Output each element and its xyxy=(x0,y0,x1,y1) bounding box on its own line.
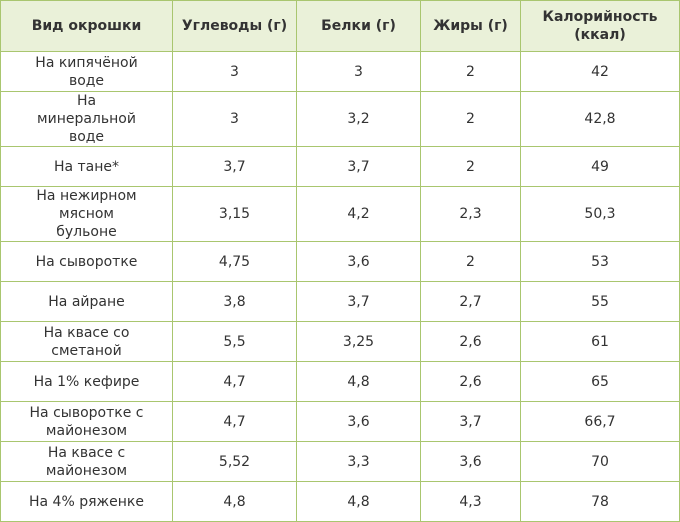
table-row: На тане* 3,7 3,7 2 49 xyxy=(0,146,680,187)
cell: 3,7 xyxy=(172,146,297,187)
cell: 61 xyxy=(520,321,680,362)
row-label: На тане* xyxy=(0,146,173,187)
row-label: На квасе со сметаной xyxy=(0,321,173,362)
cell: 4,3 xyxy=(420,481,521,522)
cell: 2,7 xyxy=(420,281,521,322)
table-row: На минеральной воде 3 3,2 2 42,8 xyxy=(0,91,680,147)
cell: 3,15 xyxy=(172,186,297,242)
cell: 3,6 xyxy=(296,241,421,282)
row-label: На сыворотке с майонезом xyxy=(0,401,173,442)
cell: 3,7 xyxy=(420,401,521,442)
cell: 3,25 xyxy=(296,321,421,362)
cell: 66,7 xyxy=(520,401,680,442)
table-row: На сыворотке с майонезом 4,7 3,6 3,7 66,7 xyxy=(0,401,680,442)
table-row: На 4% ряженке 4,8 4,8 4,3 78 xyxy=(0,481,680,522)
table-row: На квасе с майонезом 5,52 3,3 3,6 70 xyxy=(0,441,680,482)
table-body: На кипячёной воде 3 3 2 42 На минеральной вод… xyxy=(0,51,680,522)
cell: 70 xyxy=(520,441,680,482)
row-label: На нежирном мясном бульоне xyxy=(0,186,173,242)
cell: 42,8 xyxy=(520,91,680,147)
row-label: На сыворотке xyxy=(0,241,173,282)
table-row: На нежирном мясном бульоне 3,15 4,2 2,3 50,3 xyxy=(0,186,680,242)
cell: 2 xyxy=(420,51,521,92)
cell: 3 xyxy=(296,51,421,92)
row-label: На минеральной воде xyxy=(0,91,173,147)
cell: 4,7 xyxy=(172,361,297,402)
cell: 78 xyxy=(520,481,680,522)
cell: 2,6 xyxy=(420,361,521,402)
cell: 2 xyxy=(420,91,521,147)
cell: 4,7 xyxy=(172,401,297,442)
row-label: На кипячёной воде xyxy=(0,51,173,92)
cell: 4,8 xyxy=(296,481,421,522)
cell: 3,3 xyxy=(296,441,421,482)
cell: 3 xyxy=(172,91,297,147)
cell: 3,7 xyxy=(296,281,421,322)
cell: 4,75 xyxy=(172,241,297,282)
cell: 4,2 xyxy=(296,186,421,242)
cell: 4,8 xyxy=(296,361,421,402)
cell: 3,6 xyxy=(296,401,421,442)
cell: 5,5 xyxy=(172,321,297,362)
table-row: На 1% кефире 4,7 4,8 2,6 65 xyxy=(0,361,680,402)
cell: 4,8 xyxy=(172,481,297,522)
cell: 3 xyxy=(172,51,297,92)
cell: 5,52 xyxy=(172,441,297,482)
row-label: На айране xyxy=(0,281,173,322)
row-label: На 4% ряженке xyxy=(0,481,173,522)
cell: 3,7 xyxy=(296,146,421,187)
header-row: Вид окрошки Углеводы (г) Белки (г) Жиры (г)… xyxy=(0,0,680,52)
header-cell: Белки (г) xyxy=(296,0,421,52)
cell: 49 xyxy=(520,146,680,187)
table-row: На айране 3,8 3,7 2,7 55 xyxy=(0,281,680,322)
cell: 55 xyxy=(520,281,680,322)
cell: 2 xyxy=(420,146,521,187)
cell: 2,3 xyxy=(420,186,521,242)
table-row: На квасе со сметаной 5,5 3,25 2,6 61 xyxy=(0,321,680,362)
cell: 2,6 xyxy=(420,321,521,362)
cell: 3,6 xyxy=(420,441,521,482)
cell: 2 xyxy=(420,241,521,282)
table-row: На сыворотке 4,75 3,6 2 53 xyxy=(0,241,680,282)
header-cell: Жиры (г) xyxy=(420,0,521,52)
header-cell: Калорийность (ккал) xyxy=(520,0,680,52)
cell: 65 xyxy=(520,361,680,402)
cell: 3,2 xyxy=(296,91,421,147)
header-cell: Углеводы (г) xyxy=(172,0,297,52)
cell: 3,8 xyxy=(172,281,297,322)
cell: 50,3 xyxy=(520,186,680,242)
row-label: На 1% кефире xyxy=(0,361,173,402)
header-cell: Вид окрошки xyxy=(0,0,173,52)
row-label: На квасе с майонезом xyxy=(0,441,173,482)
cell: 53 xyxy=(520,241,680,282)
cell: 42 xyxy=(520,51,680,92)
table-row: На кипячёной воде 3 3 2 42 xyxy=(0,51,680,92)
